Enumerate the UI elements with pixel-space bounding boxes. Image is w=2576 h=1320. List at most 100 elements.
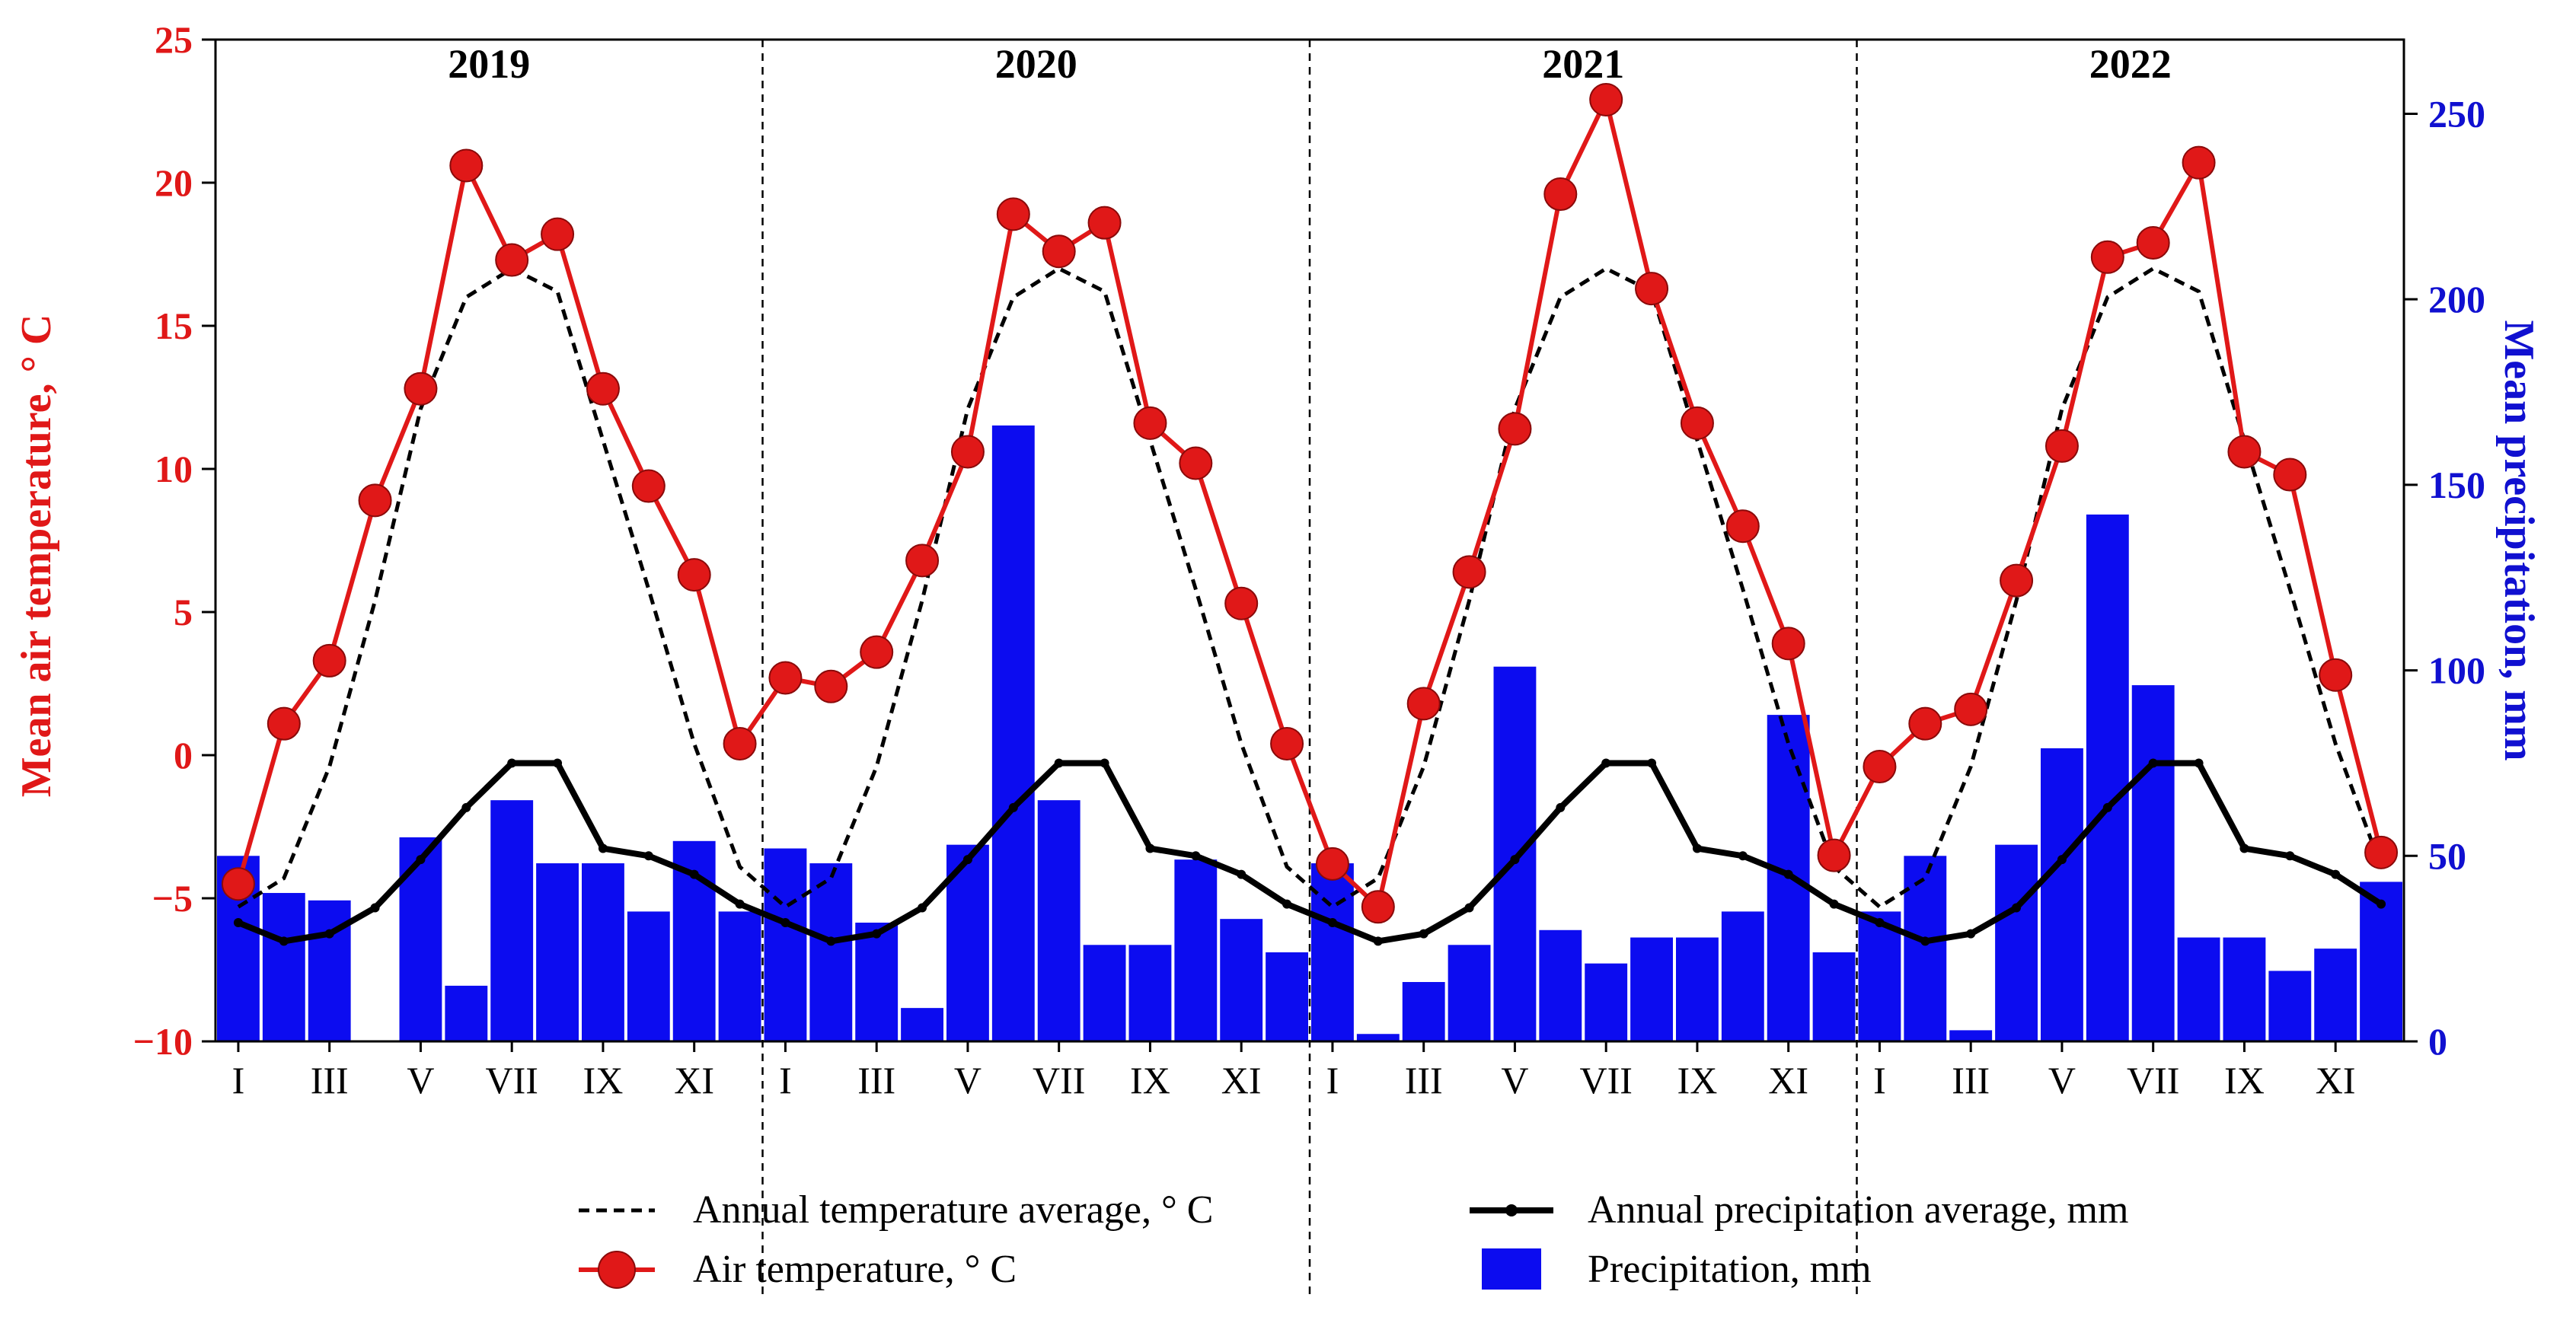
temperature-point — [768, 661, 803, 695]
temperature-line — [236, 93, 2383, 912]
precipitation-bar — [1585, 963, 1628, 1041]
month-tick-label: VII — [1033, 1059, 1085, 1102]
precipitation-average-point — [1556, 802, 1566, 812]
precipitation-average-point — [2102, 802, 2112, 812]
precipitation-bars — [217, 425, 2402, 1041]
temperature-point — [723, 726, 757, 760]
temperature-point — [2227, 435, 2262, 469]
precipitation-average-point — [2057, 855, 2067, 865]
left-tick-label: 15 — [155, 304, 193, 347]
precipitation-average-point — [1510, 855, 1520, 865]
right-tick-label: 0 — [2428, 1020, 2447, 1063]
temperature-point — [312, 643, 346, 678]
temperature-point — [1224, 586, 1259, 620]
temperature-point — [1954, 692, 1988, 726]
precipitation-average-point — [962, 855, 972, 865]
precipitation-bar — [2131, 685, 2175, 1041]
precipitation-bar — [1311, 863, 1354, 1041]
precipitation-average-point — [780, 918, 790, 928]
precipitation-average-point — [2331, 869, 2341, 879]
precipitation-bar — [1128, 945, 1172, 1041]
legend-precipitation-label: Precipitation, mm — [1588, 1248, 1872, 1291]
temperature-point — [1179, 446, 1213, 480]
month-tick-label: IX — [1677, 1059, 1718, 1102]
temperature-point — [1863, 750, 1897, 784]
precipitation-average-point — [1237, 869, 1247, 879]
precipitation-bar — [1037, 800, 1081, 1041]
temperature-point — [1270, 726, 1304, 760]
left-tick-label: 5 — [174, 591, 193, 633]
temperature-point — [1680, 406, 1714, 440]
month-tick-label: III — [1405, 1059, 1443, 1102]
year-dividers — [761, 40, 1858, 1294]
precipitation-bar — [1995, 844, 2038, 1041]
precipitation-average-point — [2239, 843, 2249, 853]
precipitation-average-point — [1100, 758, 1109, 768]
precipitation-bar — [1858, 911, 1901, 1041]
precipitation-average-point — [872, 929, 882, 939]
temperature-point — [1635, 272, 1669, 306]
month-tick-label: I — [1326, 1059, 1339, 1102]
temperature-point — [1406, 687, 1441, 721]
temperature-point — [2090, 240, 2124, 274]
precipitation-bar — [2268, 971, 2312, 1041]
right-tick-label: 200 — [2428, 278, 2485, 320]
precipitation-bar — [1174, 859, 1218, 1041]
precipitation-average-point — [1054, 758, 1064, 768]
right-axis-title: Mean precipitation, mm — [2495, 320, 2542, 760]
precipitation-bar — [809, 863, 853, 1041]
precipitation-bar — [901, 1008, 943, 1041]
month-tick-label: VII — [2127, 1059, 2179, 1102]
precipitation-bar — [1356, 1034, 1400, 1041]
precipitation-average-point — [598, 843, 608, 853]
precipitation-average-point — [1783, 869, 1793, 879]
precipitation-bar — [1630, 937, 1673, 1041]
precipitation-bar — [2177, 937, 2220, 1041]
temperature-point — [1133, 406, 1167, 440]
precipitation-bar — [1539, 929, 1582, 1041]
precipitation-average-point — [2376, 899, 2386, 909]
temperature-point — [2319, 658, 2353, 692]
precipitation-average-point — [2148, 758, 2158, 768]
month-tick-label: XI — [1768, 1059, 1808, 1102]
precipitation-average-point — [1191, 851, 1201, 861]
month-tick-label: VII — [485, 1059, 538, 1102]
precipitation-average-point — [1920, 936, 1930, 946]
temperature-point — [1361, 890, 1395, 924]
month-tick-label: XI — [1221, 1059, 1262, 1102]
month-tick-label: V — [2048, 1059, 2076, 1102]
legend-precipitation-average-label: Annual precipitation average, mm — [1588, 1188, 2128, 1232]
temperature-point — [1771, 627, 1805, 661]
precipitation-bar — [1812, 952, 1856, 1041]
temperature-point — [1315, 847, 1349, 881]
precipitation-average-point — [324, 929, 334, 939]
temperature-point — [677, 558, 711, 592]
month-tick-label: V — [1501, 1059, 1528, 1102]
precipitation-bar — [1676, 937, 1719, 1041]
precipitation-bar — [2314, 949, 2357, 1041]
year-label: 2020 — [995, 41, 1077, 87]
left-tick-label: −10 — [133, 1020, 193, 1063]
temperature-point — [1725, 509, 1760, 544]
precipitation-bar — [2086, 514, 2129, 1041]
precipitation-average-point — [826, 936, 836, 946]
temperature-point — [267, 706, 301, 741]
month-tick-label: III — [311, 1059, 349, 1102]
temperature-point — [2045, 429, 2079, 463]
precipitation-average-point — [1647, 758, 1657, 768]
month-tick-label: IX — [583, 1059, 624, 1102]
precipitation-average-point — [1738, 851, 1748, 861]
year-label: 2021 — [1542, 41, 1624, 87]
temperature-point — [404, 371, 438, 406]
year-labels: 2019 2020 2021 2022 — [448, 41, 2172, 87]
precipitation-average-line — [233, 758, 2386, 946]
right-tick-label: 150 — [2428, 464, 2485, 506]
precipitation-average-point — [233, 918, 243, 928]
precipitation-bar — [1083, 945, 1126, 1041]
month-tick-label: XI — [2316, 1059, 2356, 1102]
precipitation-average-point — [279, 936, 289, 946]
month-tick-label: III — [857, 1059, 895, 1102]
precipitation-average-point — [1966, 929, 1976, 939]
